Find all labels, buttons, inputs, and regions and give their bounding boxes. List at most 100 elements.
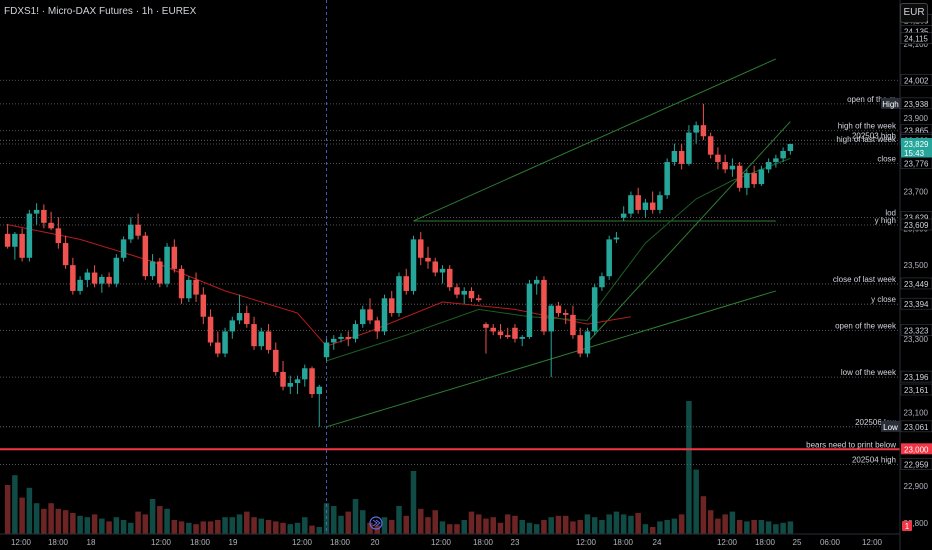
time-tick-label: 12:00: [151, 538, 172, 547]
candle-body: [374, 320, 381, 332]
volume-bar: [410, 471, 417, 534]
candle: [468, 287, 475, 302]
candle-body: [258, 331, 265, 347]
price-tag-label: 23,323: [904, 326, 929, 335]
candle: [331, 335, 337, 350]
volume-bar: [417, 508, 424, 534]
crosshair-marker[interactable]: [369, 516, 383, 530]
candle-body: [454, 287, 460, 295]
candle: [606, 235, 612, 280]
volume-bar: [751, 520, 757, 534]
candle-body: [331, 338, 337, 343]
currency-button[interactable]: EUR: [900, 3, 928, 23]
price-tag-box: [900, 32, 932, 44]
candle: [620, 206, 627, 221]
volume-bar: [62, 510, 69, 534]
candle-body: [715, 154, 721, 163]
candle: [591, 283, 598, 336]
candle-body: [504, 335, 511, 337]
price-badge-label: Low: [883, 423, 898, 432]
volume-bar: [628, 515, 634, 534]
candle: [773, 154, 779, 168]
candle: [113, 254, 120, 288]
candle-body: [352, 324, 359, 339]
candle-body: [780, 150, 786, 159]
candle: [186, 276, 192, 302]
volume-bar: [446, 524, 453, 534]
volume-bar: [273, 521, 279, 534]
candle-body: [787, 143, 794, 151]
candle-body: [280, 371, 286, 387]
time-tick-label: 18: [87, 538, 96, 547]
alert-badge[interactable]: 1: [902, 521, 912, 531]
last-price-label: 23,829: [904, 140, 929, 149]
volume-bars: [4, 401, 794, 534]
price-tag-box: [900, 218, 932, 231]
replay-icon[interactable]: [369, 516, 383, 530]
candle: [258, 327, 265, 350]
candle: [417, 232, 424, 266]
candle: [628, 191, 634, 218]
level-label: y high: [875, 216, 896, 225]
candle-body: [338, 336, 344, 339]
trendline: [587, 121, 791, 343]
time-tick-label: 24: [653, 538, 662, 547]
candle: [504, 327, 511, 339]
volume-bar: [26, 487, 33, 534]
time-tick-label: 18:00: [48, 538, 69, 547]
candle: [490, 324, 496, 336]
candle: [99, 274, 105, 293]
candle-body: [55, 228, 62, 244]
level-label: open of the m: [847, 95, 896, 104]
candle: [4, 223, 11, 249]
volume-bar: [642, 524, 649, 534]
time-tick-label: 18:00: [613, 538, 634, 547]
candle-body: [19, 233, 25, 258]
volume-bar: [258, 518, 265, 534]
candle: [106, 272, 112, 288]
candle: [657, 191, 663, 214]
candle: [686, 125, 692, 166]
volume-bar: [729, 511, 736, 534]
candle: [693, 121, 699, 144]
candle: [432, 257, 438, 277]
candle-body: [12, 233, 18, 247]
candle: [664, 158, 670, 199]
candle: [19, 228, 25, 262]
candle-body: [200, 294, 207, 317]
volume-bar: [787, 521, 794, 534]
candle: [207, 309, 214, 347]
candle-body: [178, 268, 185, 299]
candle: [229, 316, 236, 339]
time-tick-label: 12:00: [431, 538, 452, 547]
volume-bar: [229, 517, 236, 534]
level-label: high of last week: [836, 135, 897, 144]
volume-bar: [693, 469, 699, 534]
volume-bar: [338, 515, 344, 534]
candle: [570, 305, 576, 339]
candle-body: [106, 276, 112, 284]
candle: [410, 235, 417, 295]
volume-bar: [381, 517, 388, 534]
price-tag-label: 24,115: [904, 35, 928, 44]
candle-body: [70, 265, 76, 291]
candle-body: [128, 224, 134, 240]
last-price-box: [901, 137, 932, 158]
volume-bar: [128, 522, 134, 534]
volume-bar: [780, 522, 786, 534]
volume-bar: [99, 518, 105, 534]
volume-bar: [251, 517, 257, 534]
price-tick-label: 22,900: [904, 482, 929, 491]
candle-body: [599, 276, 605, 288]
volume-bar: [207, 521, 214, 534]
time-tick-label: 20: [371, 538, 380, 547]
candle: [360, 305, 366, 328]
candle-body: [751, 173, 757, 185]
candle-body: [475, 298, 482, 301]
volume-bar: [715, 518, 721, 534]
candle-body: [729, 165, 736, 170]
price-tick-label: 23,500: [904, 261, 929, 270]
volume-bar: [294, 522, 301, 534]
candle: [758, 165, 765, 186]
